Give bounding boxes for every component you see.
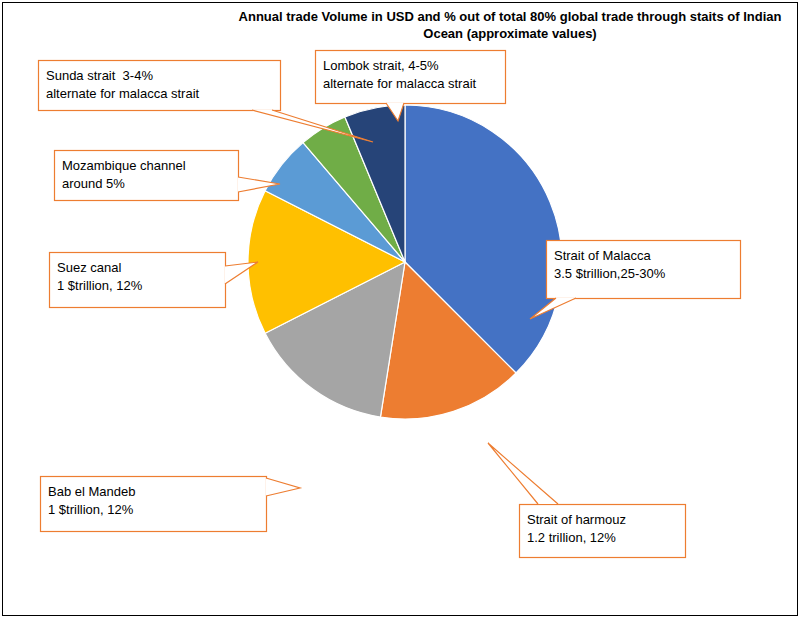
chart-title: Annual trade Volume in USD and % out of …	[225, 8, 795, 42]
frame	[3, 3, 798, 616]
callout-label: Lombok strait, 4-5%	[323, 58, 439, 73]
pie	[248, 105, 562, 419]
callout-pointer-fill	[488, 443, 558, 504]
callouts: Strait of Malacca 3.5 $trillion,25-30% Str…	[39, 51, 741, 558]
callout-pointer	[266, 478, 300, 496]
callout-annotation: 3.5 $trillion,25-30%	[554, 266, 666, 281]
callout-label: Mozambique channel	[62, 158, 186, 173]
callout-pointer	[488, 443, 558, 504]
chart-container: Strait of Malacca 3.5 $trillion,25-30% Str…	[0, 0, 800, 618]
callout-label: Bab el Mandeb	[48, 484, 135, 499]
callout-box	[547, 241, 741, 299]
callout-annotation: alternate for malacca strait	[46, 86, 200, 101]
callout-box	[55, 151, 239, 201]
callout-box	[50, 253, 226, 308]
callout-label: Strait of Malacca	[554, 248, 652, 263]
callout-pointer	[238, 177, 280, 192]
callout-annotation: alternate for malacca strait	[323, 76, 477, 91]
callout-pointer-fill	[386, 103, 404, 121]
chart-svg: Strait of Malacca 3.5 $trillion,25-30% Str…	[0, 0, 800, 618]
callout-pointer	[386, 103, 404, 121]
callout-box	[39, 61, 281, 111]
pie-slice	[345, 105, 405, 262]
callout-annotation: 1.2 trillion, 12%	[527, 530, 616, 545]
callout-label: Strait of harmouz	[527, 512, 626, 527]
callout-pointer-fill	[238, 177, 280, 192]
callout-box	[520, 505, 686, 558]
callout-pointer	[252, 110, 373, 142]
callout-pointer-fill	[252, 110, 373, 142]
callout-pointer	[225, 262, 258, 284]
callout-annotation: 1 $trillion, 12%	[57, 278, 143, 293]
callout-pointer-fill	[530, 298, 576, 319]
callout-label: Sunda strait 3-4%	[46, 68, 153, 83]
callout-annotation: around 5%	[62, 176, 125, 191]
callout-box	[41, 477, 267, 532]
callout-pointer-fill	[225, 262, 258, 284]
callout-box	[316, 51, 506, 104]
callout-pointer	[530, 298, 576, 319]
callout-pointer-fill	[266, 478, 300, 496]
callout-label: Suez canal	[57, 260, 121, 275]
callout-annotation: 1 $trillion, 12%	[48, 502, 134, 517]
